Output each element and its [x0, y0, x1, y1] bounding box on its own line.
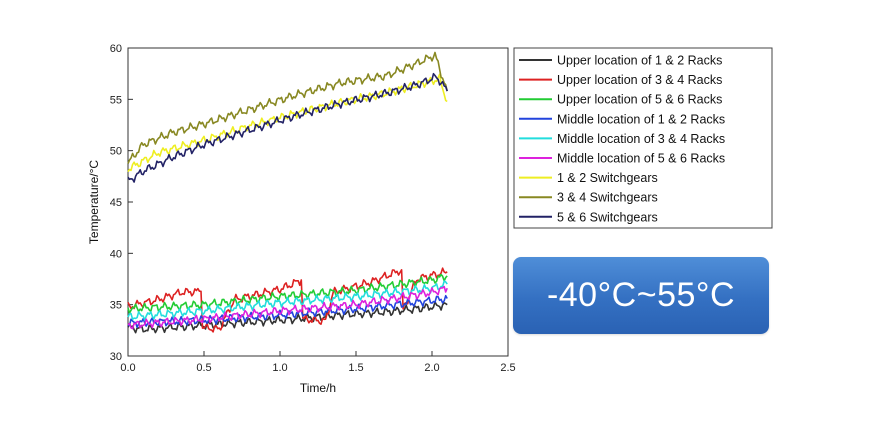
legend-entry: Middle location of 3 & 4 Racks: [557, 132, 725, 146]
legend-entry: Middle location of 1 & 2 Racks: [557, 112, 725, 126]
series-lines: [127, 51, 448, 334]
axis-ticks: 0.0 0.5 1.0 1.5 2.0 2.5 30 35 40 45 50 55 60: [110, 43, 516, 374]
series-line-6: [127, 285, 448, 330]
y-tick-label: 35: [110, 300, 122, 312]
legend-entry: Upper location of 1 & 2 Racks: [557, 54, 722, 68]
legend-entry: Upper location of 3 & 4 Racks: [557, 73, 722, 87]
legend-entry: 3 & 4 Switchgears: [557, 191, 658, 205]
x-axis-label: Time/h: [300, 381, 336, 395]
x-tick-label: 1.0: [272, 362, 287, 374]
legend-entry: Upper location of 5 & 6 Racks: [557, 93, 722, 107]
y-axis-label: Temperature/°C: [87, 160, 101, 244]
x-tick-label: 2.0: [424, 362, 439, 374]
x-tick-label: 2.5: [500, 362, 515, 374]
series-line-2: [127, 267, 448, 333]
temperature-range-badge: -40°C~55°C: [513, 257, 769, 334]
temperature-range-text: -40°C~55°C: [546, 276, 736, 314]
x-tick-label: 1.5: [348, 362, 363, 374]
legend-entry: Middle location of 5 & 6 Racks: [557, 152, 725, 166]
legend-entry: 1 & 2 Switchgears: [557, 171, 658, 185]
series-line-4: [127, 294, 448, 329]
series-line-5: [127, 280, 448, 321]
y-tick-label: 55: [110, 94, 122, 106]
y-tick-label: 60: [110, 43, 122, 55]
series-line-9: [127, 72, 448, 183]
legend-entry: 5 & 6 Switchgears: [557, 210, 658, 224]
x-tick-label: 0.0: [120, 362, 135, 374]
y-tick-label: 30: [110, 351, 122, 363]
series-line-8: [127, 51, 448, 164]
legend-box: [513, 47, 773, 229]
legend: Upper location of 1 & 2 Racks Upper locat…: [519, 54, 725, 224]
y-tick-label: 45: [110, 197, 122, 209]
y-tick-label: 50: [110, 146, 122, 158]
series-line-7: [127, 73, 448, 173]
x-tick-label: 0.5: [196, 362, 211, 374]
y-tick-label: 40: [110, 248, 122, 260]
